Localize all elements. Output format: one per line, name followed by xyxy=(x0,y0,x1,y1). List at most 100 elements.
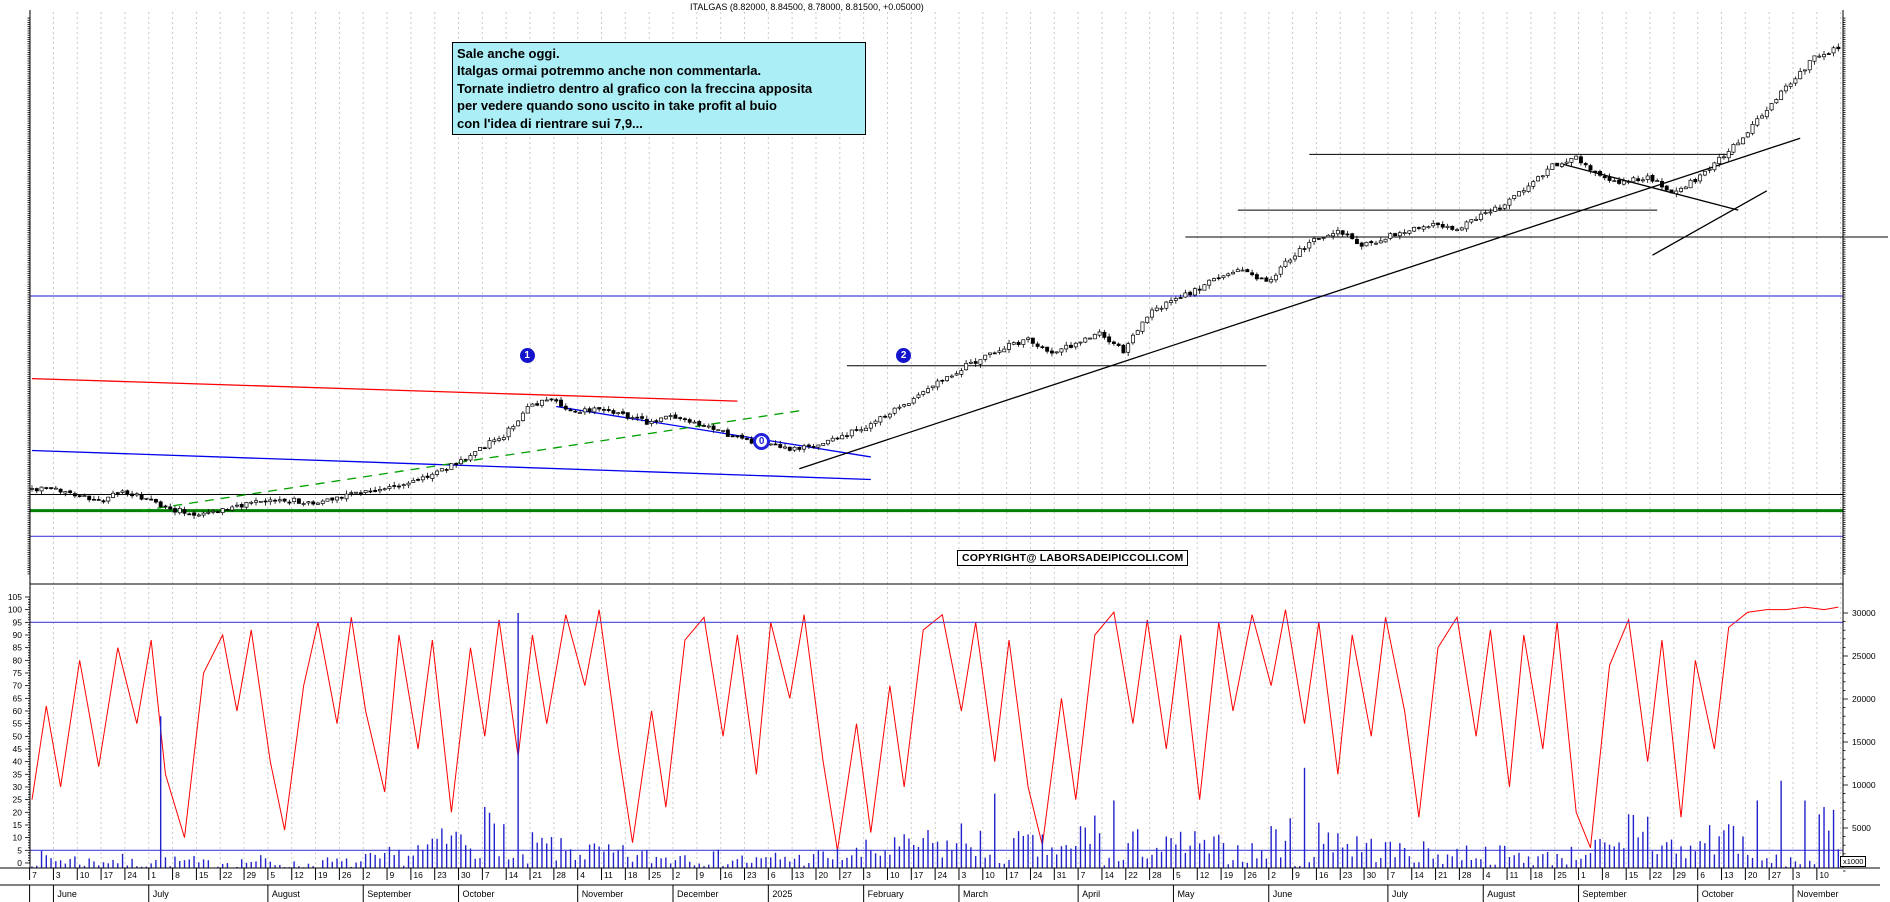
svg-text:October: October xyxy=(463,889,495,899)
marker-0-badge: 0 xyxy=(753,432,771,450)
svg-text:13: 13 xyxy=(795,870,805,880)
svg-text:September: September xyxy=(1583,889,1627,899)
svg-text:November: November xyxy=(582,889,624,899)
svg-text:6: 6 xyxy=(771,870,776,880)
svg-text:23: 23 xyxy=(1343,870,1353,880)
svg-text:15: 15 xyxy=(1629,870,1639,880)
svg-text:July: July xyxy=(153,889,170,899)
svg-text:August: August xyxy=(1487,889,1516,899)
chart-title: ITALGAS (8.82000, 8.84500, 8.78000, 8.81… xyxy=(690,2,924,12)
svg-text:19: 19 xyxy=(1224,870,1234,880)
svg-text:14: 14 xyxy=(1414,870,1424,880)
trendlines xyxy=(31,137,1801,512)
svg-text:24: 24 xyxy=(1033,870,1043,880)
svg-text:100: 100 xyxy=(8,605,22,615)
svg-text:24: 24 xyxy=(127,870,137,880)
svg-text:105: 105 xyxy=(8,592,22,602)
svg-text:4: 4 xyxy=(580,870,585,880)
svg-text:13: 13 xyxy=(1724,870,1734,880)
svg-text:25: 25 xyxy=(13,795,23,805)
svg-text:14: 14 xyxy=(1104,870,1114,880)
svg-text:June: June xyxy=(57,889,77,899)
svg-text:5: 5 xyxy=(270,870,275,880)
svg-text:May: May xyxy=(1177,889,1195,899)
svg-text:11: 11 xyxy=(604,870,613,880)
svg-text:40: 40 xyxy=(13,757,23,767)
svg-text:30000: 30000 xyxy=(1852,608,1876,618)
svg-text:17: 17 xyxy=(104,870,114,880)
svg-text:5000: 5000 xyxy=(1852,823,1871,833)
svg-text:17: 17 xyxy=(1009,870,1019,880)
svg-text:23: 23 xyxy=(437,870,447,880)
svg-text:10: 10 xyxy=(1819,870,1829,880)
candles xyxy=(30,43,1841,520)
svg-text:60: 60 xyxy=(13,706,23,716)
svg-text:9: 9 xyxy=(699,870,704,880)
svg-text:12: 12 xyxy=(1200,870,1210,880)
svg-text:6: 6 xyxy=(1700,870,1705,880)
svg-text:1: 1 xyxy=(151,870,156,880)
svg-text:5: 5 xyxy=(17,845,22,855)
annotation-line: Sale anche oggi. xyxy=(457,46,560,61)
svg-text:29: 29 xyxy=(1676,870,1686,880)
svg-text:20: 20 xyxy=(13,807,23,817)
svg-text:27: 27 xyxy=(842,870,852,880)
svg-text:25: 25 xyxy=(1557,870,1567,880)
svg-text:16: 16 xyxy=(413,870,423,880)
svg-text:July: July xyxy=(1392,889,1409,899)
svg-text:9: 9 xyxy=(1295,870,1300,880)
svg-text:21: 21 xyxy=(1438,870,1448,880)
svg-text:November: November xyxy=(1797,889,1839,899)
svg-text:20000: 20000 xyxy=(1852,694,1876,704)
annotation-line: con l'idea di rientrare sui 7,9... xyxy=(457,115,643,131)
svg-text:27: 27 xyxy=(1772,870,1782,880)
svg-text:December: December xyxy=(677,889,719,899)
svg-text:26: 26 xyxy=(342,870,352,880)
svg-text:10000: 10000 xyxy=(1852,780,1876,790)
svg-text:75: 75 xyxy=(13,668,23,678)
svg-text:22: 22 xyxy=(1653,870,1663,880)
svg-text:August: August xyxy=(272,889,301,899)
svg-text:85: 85 xyxy=(13,643,23,653)
svg-text:24: 24 xyxy=(938,870,948,880)
svg-text:7: 7 xyxy=(1390,870,1395,880)
svg-text:31: 31 xyxy=(1057,870,1067,880)
svg-text:10: 10 xyxy=(985,870,995,880)
svg-text:10: 10 xyxy=(890,870,900,880)
svg-text:2025: 2025 xyxy=(772,889,792,899)
svg-text:April: April xyxy=(1082,889,1100,899)
svg-text:25: 25 xyxy=(652,870,662,880)
svg-text:18: 18 xyxy=(628,870,638,880)
svg-text:2: 2 xyxy=(1271,870,1276,880)
annotation-line: per vedere quando sono uscito in take pr… xyxy=(457,98,777,114)
svg-text:50: 50 xyxy=(13,731,23,741)
svg-text:20: 20 xyxy=(818,870,828,880)
svg-text:30: 30 xyxy=(1367,870,1377,880)
svg-text:16: 16 xyxy=(1319,870,1329,880)
svg-text:10: 10 xyxy=(13,833,23,843)
svg-text:55: 55 xyxy=(13,719,23,729)
svg-text:18: 18 xyxy=(1533,870,1543,880)
svg-text:June: June xyxy=(1273,889,1293,899)
svg-text:80: 80 xyxy=(13,655,23,665)
oscillator-axis: 0 5 10 15 20 25 30 35 40 45 50 55 60 65 70 75 80 85 90 95 10… xyxy=(8,592,30,868)
svg-text:90: 90 xyxy=(13,630,23,640)
svg-text:1: 1 xyxy=(1581,870,1586,880)
panel-frame xyxy=(0,10,1880,886)
volume-bars xyxy=(31,613,1840,869)
svg-text:5: 5 xyxy=(1176,870,1181,880)
svg-text:22: 22 xyxy=(1128,870,1138,880)
svg-text:28: 28 xyxy=(556,870,566,880)
svg-text:3: 3 xyxy=(961,870,966,880)
svg-text:28: 28 xyxy=(1152,870,1162,880)
svg-text:45: 45 xyxy=(13,744,23,754)
svg-text:22: 22 xyxy=(223,870,233,880)
svg-text:3: 3 xyxy=(56,870,61,880)
svg-text:4: 4 xyxy=(1486,870,1491,880)
svg-text:21: 21 xyxy=(533,870,543,880)
svg-text:11: 11 xyxy=(1510,870,1519,880)
svg-text:3: 3 xyxy=(866,870,871,880)
marker-2-badge: 2 xyxy=(896,348,912,364)
